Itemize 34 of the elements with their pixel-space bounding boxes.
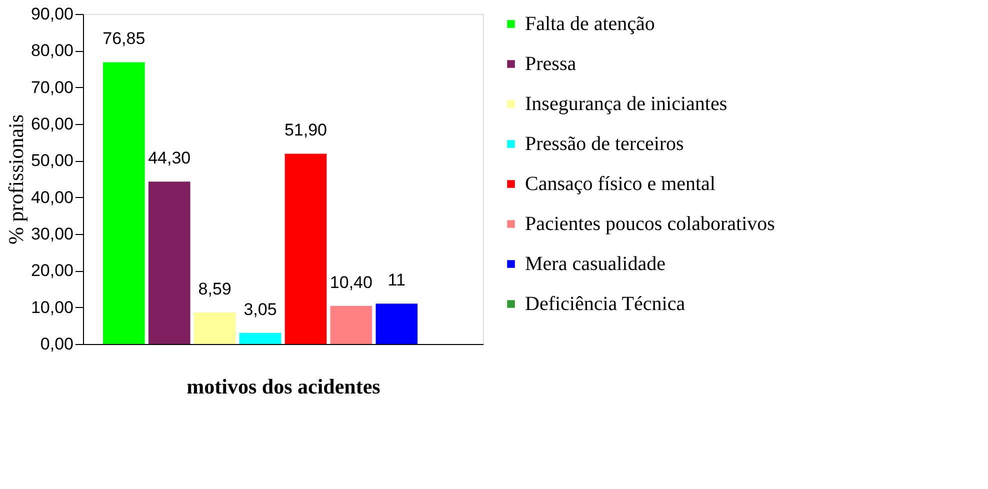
bar: [103, 62, 145, 344]
y-tick-label: 60,00: [30, 114, 74, 134]
y-tick-label: 40,00: [30, 188, 74, 207]
bar: [330, 306, 372, 344]
bar: [284, 154, 327, 344]
data-label: 10,40: [330, 272, 372, 292]
data-label: 76,85: [102, 29, 146, 48]
legend-label: Pressa: [525, 53, 576, 75]
y-tick-label: 80,00: [30, 41, 74, 60]
y-tick-label: 20,00: [30, 261, 74, 280]
x-axis-title: motivos dos acidentes: [186, 374, 380, 398]
legend-label: Mera casualidade: [525, 253, 666, 275]
data-label: 8,59: [198, 280, 232, 299]
y-tick-label: 30,00: [30, 224, 74, 244]
data-label: 51,90: [284, 120, 327, 140]
bar: [148, 182, 190, 344]
legend-label: Pacientes poucos colaborativos: [525, 213, 776, 235]
legend-label: Pressão de terceiros: [525, 133, 684, 155]
data-label: 11: [388, 270, 406, 290]
data-label: 44,30: [148, 148, 191, 168]
bar: [194, 312, 236, 344]
y-axis-title: % profissionais: [4, 114, 28, 245]
bar: [376, 304, 418, 344]
y-tick-label: 70,00: [30, 78, 74, 97]
legend-label: Cansaço físico e mental: [525, 173, 716, 195]
legend-label: Falta de atenção: [525, 13, 655, 35]
y-tick-label: 90,00: [30, 4, 74, 24]
y-tick-label: 50,00: [30, 151, 74, 170]
legend-label: Insegurança de iniciantes: [525, 93, 728, 115]
data-label: 3,05: [244, 300, 277, 319]
y-tick-label: 10,00: [30, 298, 74, 317]
legend-label: Deficiência Técnica: [525, 293, 686, 315]
bar: [239, 332, 282, 344]
y-tick-label: 0,00: [40, 334, 74, 354]
